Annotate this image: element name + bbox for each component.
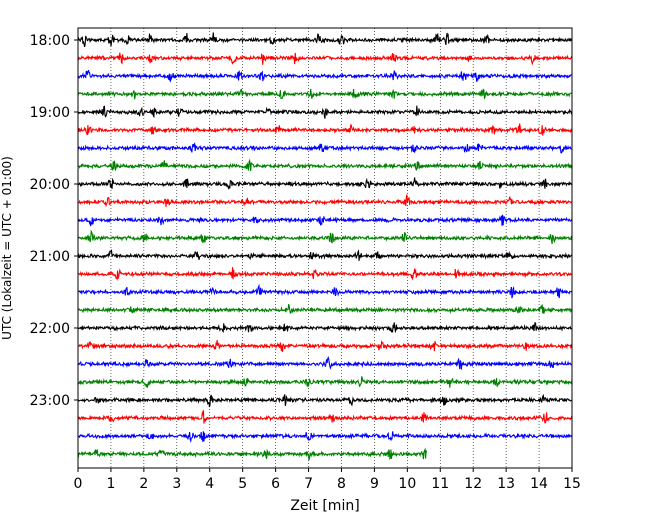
trace-line [77,105,573,119]
x-axis-ticks: 0 1 2 3 4 5 6 7 8 9 10 11 12 13 14 15 [74,468,581,492]
x-tick-label: 13 [497,476,515,492]
y-tick-label: 22:00 [30,321,70,337]
trace-line [77,177,573,190]
x-tick-label: 14 [530,476,548,492]
axes-frame [77,27,573,469]
trace-line [77,303,573,315]
y-tick-label: 20:00 [30,177,70,193]
trace-line [77,376,573,388]
x-tick-label: 7 [304,476,313,492]
x-tick-label: 2 [139,476,148,492]
trace-line [77,431,573,443]
x-tick-label: 5 [238,476,247,492]
trace-line [77,267,573,282]
trace-line [77,158,573,172]
x-tick-label: 11 [431,476,449,492]
x-tick-label: 3 [172,476,181,492]
y-tick-label: 21:00 [30,249,70,265]
trace-line [77,339,573,352]
y-tick-label: 23:00 [30,393,70,409]
trace-line [77,355,573,370]
trace-line [77,248,573,261]
trace-line [77,32,573,48]
trace-line [77,194,573,208]
x-tick-label: 1 [106,476,115,492]
y-axis-ticks: 18:00 19:00 20:00 21:00 22:00 23:00 [30,33,78,409]
x-axis-label: Zeit [min] [290,498,359,514]
trace-group [77,32,573,461]
grid-lines [110,28,540,468]
x-tick-label: 8 [337,476,346,492]
trace-line [77,283,573,299]
trace-line [77,69,573,83]
trace-line [77,447,428,461]
y-axis-label: UTC (Lokalzeit = UTC + 01:00) [0,156,14,340]
x-tick-label: 0 [74,476,83,492]
x-tick-label: 9 [370,476,379,492]
x-tick-label: 12 [464,476,482,492]
x-tick-label: 15 [563,476,581,492]
trace-line [77,123,573,136]
trace-line [77,88,573,100]
y-tick-label: 19:00 [30,105,70,121]
x-tick-label: 6 [271,476,280,492]
x-tick-label: 10 [398,476,416,492]
trace-line [77,214,573,227]
y-tick-label: 18:00 [30,33,70,49]
trace-line [77,410,573,424]
trace-line [77,393,573,408]
trace-line [77,52,573,66]
trace-line [77,321,573,334]
trace-line [77,142,572,154]
trace-line [77,229,573,244]
x-tick-label: 4 [205,476,214,492]
